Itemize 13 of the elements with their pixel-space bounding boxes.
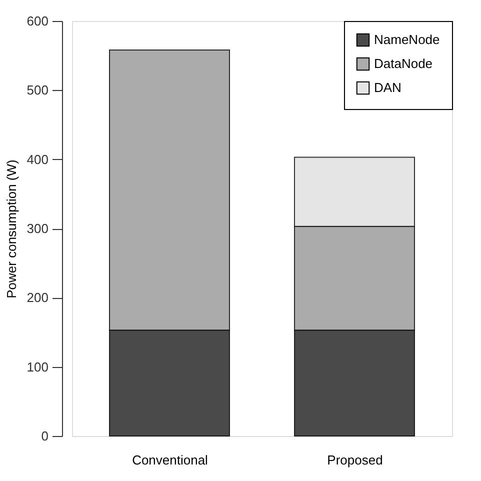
legend-label: NameNode bbox=[374, 32, 440, 47]
y-tick-label: 600 bbox=[26, 14, 48, 28]
x-tick-label: Conventional bbox=[132, 452, 208, 468]
y-tick-label: 100 bbox=[26, 359, 48, 374]
y-tick-label: 0 bbox=[41, 428, 48, 444]
y-tick-label: 200 bbox=[26, 290, 48, 306]
y-axis-title: Power consumption (W) bbox=[4, 160, 19, 298]
y-tick-label: 400 bbox=[26, 152, 48, 167]
legend-label: DataNode bbox=[374, 56, 433, 71]
y-tick-label: 500 bbox=[26, 82, 48, 98]
y-tick-label: 300 bbox=[26, 221, 48, 236]
legend-label: DAN bbox=[374, 80, 402, 95]
x-tick-label: Proposed bbox=[327, 452, 383, 468]
